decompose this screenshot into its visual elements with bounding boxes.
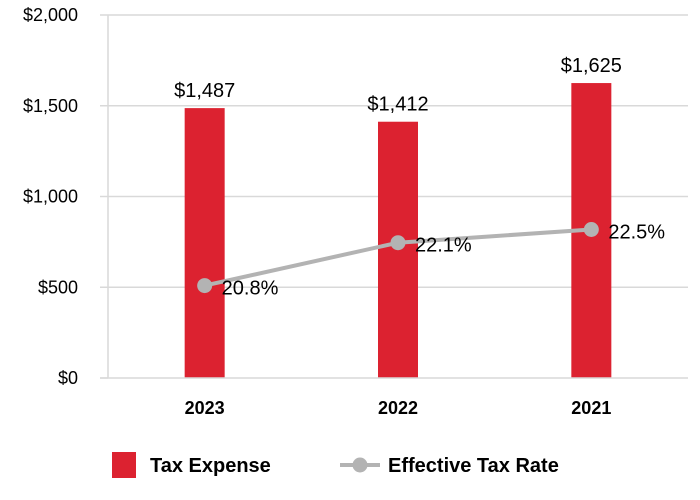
y-tick-label: $1,000 [23,187,78,207]
bar-value-label: $1,487 [174,80,235,102]
legend: Tax Expense Effective Tax Rate [112,452,559,478]
rate-line [197,222,599,294]
axes: $0 $500 $1,000 $1,500 $2,000 2023 2022 2021 [23,5,688,418]
bar-tax-expense [184,108,225,378]
legend-label-tax-expense: Tax Expense [150,455,271,477]
rate-value-label: 22.5% [608,222,665,244]
y-tick-label: $500 [38,277,78,297]
x-tick-label: 2022 [378,398,418,418]
legend-label-effective-tax-rate: Effective Tax Rate [388,455,559,477]
y-tick-label: $0 [58,368,78,388]
rate-point [390,235,406,251]
legend-marker-effective-tax-rate [352,457,368,473]
y-tick-label: $1,500 [23,96,78,116]
y-tick-label: $2,000 [23,5,78,25]
rate-value-label: 20.8% [222,278,279,300]
rate-point [197,278,213,294]
rate-value-label: 22.1% [415,235,472,257]
bar-value-label: $1,412 [367,94,428,116]
rate-point [583,222,599,237]
legend-swatch-tax-expense [112,452,136,478]
x-tick-label: 2023 [185,398,225,418]
x-tick-label: 2021 [571,398,611,418]
data-labels: $1,487 $1,412 $1,625 20.8% 22.1% 22.5% [174,55,665,300]
bar-value-label: $1,625 [561,55,622,77]
